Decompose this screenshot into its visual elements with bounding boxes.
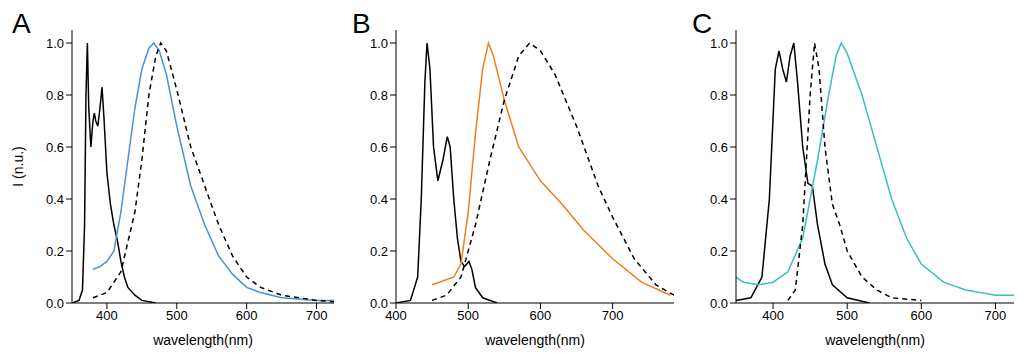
svg-text:500: 500 <box>457 308 479 323</box>
svg-text:500: 500 <box>836 308 858 323</box>
svg-text:0.6: 0.6 <box>46 140 64 155</box>
svg-text:wavelength(nm): wavelength(nm) <box>152 332 253 348</box>
svg-text:0.0: 0.0 <box>370 296 388 311</box>
svg-text:0.6: 0.6 <box>710 140 728 155</box>
svg-text:0.8: 0.8 <box>46 88 64 103</box>
svg-text:0.4: 0.4 <box>710 192 728 207</box>
svg-text:0.4: 0.4 <box>46 192 64 207</box>
html-text:B: B <box>352 8 371 39</box>
svg-text:wavelength(nm): wavelength(nm) <box>484 332 585 348</box>
svg-text:0.2: 0.2 <box>370 244 388 259</box>
svg-text:0.2: 0.2 <box>46 244 64 259</box>
html-text:C: C <box>692 8 713 39</box>
svg-text:1.0: 1.0 <box>370 36 388 51</box>
svg-text:400: 400 <box>762 308 784 323</box>
svg-text:0.6: 0.6 <box>370 140 388 155</box>
svg-text:500: 500 <box>166 308 188 323</box>
svg-text:0.0: 0.0 <box>46 296 64 311</box>
svg-text:0.8: 0.8 <box>370 88 388 103</box>
svg-text:1.0: 1.0 <box>46 36 64 51</box>
svg-text:0.2: 0.2 <box>710 244 728 259</box>
svg-text:1.0: 1.0 <box>710 36 728 51</box>
svg-text:400: 400 <box>385 308 407 323</box>
svg-text:0.8: 0.8 <box>710 88 728 103</box>
svg-text:600: 600 <box>530 308 552 323</box>
svg-text:wavelength(nm): wavelength(nm) <box>824 332 925 348</box>
svg-text:0.4: 0.4 <box>370 192 388 207</box>
svg-text:0.0: 0.0 <box>710 296 728 311</box>
svg-text:700: 700 <box>306 308 328 323</box>
svg-text:I (n.u.): I (n.u.) <box>10 146 26 186</box>
svg-text:400: 400 <box>96 308 118 323</box>
svg-text:700: 700 <box>602 308 624 323</box>
svg-text:700: 700 <box>985 308 1007 323</box>
html-text:A: A <box>12 8 31 39</box>
svg-text:600: 600 <box>236 308 258 323</box>
svg-text:600: 600 <box>910 308 932 323</box>
